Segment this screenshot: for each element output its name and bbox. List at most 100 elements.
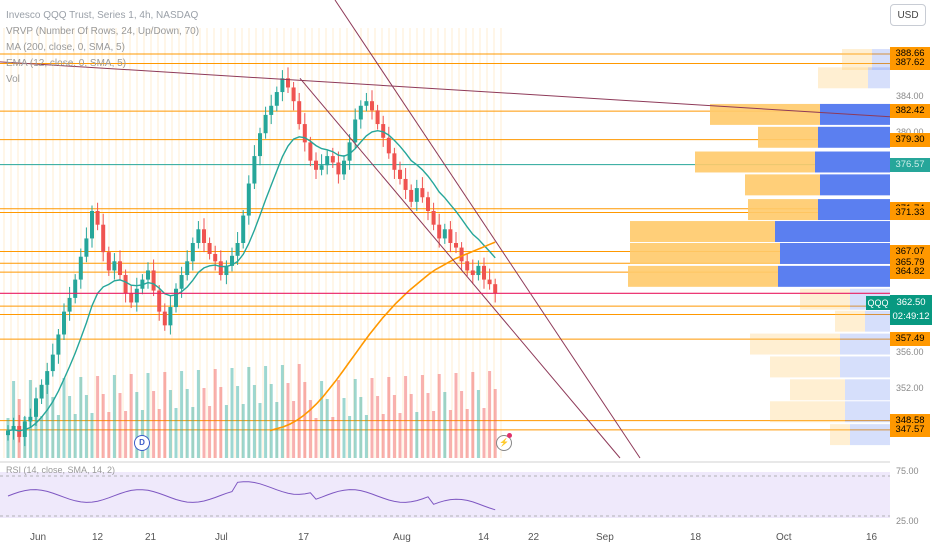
volume-profile-down: [800, 288, 850, 310]
volume-profile-down: [628, 265, 778, 287]
candle-body: [370, 101, 374, 111]
volume-profile-down: [818, 67, 868, 89]
volume-bar: [23, 417, 27, 458]
volume-bar: [280, 365, 284, 458]
volume-profile-down: [770, 401, 845, 423]
candle-body: [330, 156, 335, 163]
candle-body: [398, 169, 402, 179]
candle-body: [95, 210, 100, 225]
volume-profile-up: [845, 379, 890, 401]
candle-body: [50, 354, 55, 372]
candle-body: [308, 142, 313, 161]
legend-title[interactable]: Invesco QQQ Trust, Series 1, 4h, NASDAQ: [6, 10, 199, 21]
volume-profile-up: [865, 310, 890, 332]
price-axis-tick: 356.00: [896, 346, 924, 357]
candle-body: [364, 101, 369, 106]
candle-body: [230, 255, 234, 266]
volume-bar: [488, 371, 492, 458]
volume-bar: [264, 366, 268, 458]
time-axis-label: 14: [478, 532, 490, 543]
volume-bar: [213, 369, 217, 458]
volume-bar: [101, 394, 105, 458]
volume-profile-up: [868, 67, 890, 89]
volume-profile-down: [830, 424, 850, 446]
trendline-channel-upper: [334, 0, 641, 459]
volume-bar: [196, 370, 200, 458]
rsi-tick-75: 75.00: [896, 466, 919, 476]
candle-body: [426, 197, 430, 211]
volume-bar: [465, 409, 469, 458]
volume-profile-up: [820, 174, 890, 196]
volume-bar: [482, 408, 486, 458]
volume-bar: [51, 397, 55, 458]
volume-bar: [96, 376, 100, 458]
volume-profile-down: [630, 243, 780, 264]
legend-ma200[interactable]: MA (200, close, 0, SMA, 5): [6, 42, 125, 53]
volume-profile-down: [745, 174, 820, 196]
volume-bar: [135, 392, 139, 458]
volume-profile-up: [778, 265, 890, 287]
volume-bar: [202, 388, 206, 458]
bar-countdown: 02:49:12: [892, 311, 930, 322]
alert-bolt-icon[interactable]: ⚡: [496, 435, 512, 451]
dividend-marker-icon[interactable]: D: [134, 435, 150, 451]
volume-bar: [308, 400, 312, 458]
volume-bar: [303, 382, 307, 458]
candle-body: [246, 183, 251, 216]
rsi-band: [0, 472, 890, 518]
candle-body: [202, 229, 206, 243]
candle-body: [454, 243, 458, 248]
price-axis-tick: 384.00: [896, 90, 924, 101]
volume-bar: [129, 374, 133, 458]
currency-button[interactable]: USD: [890, 4, 926, 26]
candle-body: [235, 243, 240, 256]
volume-bar: [230, 368, 234, 458]
candle-body: [442, 229, 447, 239]
volume-bar: [409, 394, 413, 458]
rsi-tick-25: 25.00: [896, 516, 919, 526]
candle-body: [67, 297, 72, 312]
candle-body: [465, 261, 470, 271]
candle-body: [459, 247, 464, 262]
volume-bar: [437, 374, 441, 458]
legend-volume[interactable]: Vol: [6, 74, 20, 85]
candle-body: [196, 229, 201, 243]
volume-bar: [454, 373, 458, 458]
volume-bar: [12, 381, 16, 458]
volume-bar: [180, 371, 184, 458]
candle-body: [325, 156, 330, 166]
candle-body: [6, 430, 10, 436]
volume-bar: [62, 378, 66, 458]
volume-bar: [79, 377, 83, 458]
volume-profile-down: [770, 356, 840, 378]
candle-body: [134, 288, 139, 303]
candle-body: [263, 114, 268, 134]
volume-bar: [40, 416, 44, 458]
candle-body: [470, 270, 475, 276]
time-axis-label: Aug: [393, 532, 411, 543]
time-axis-label: Jul: [215, 532, 228, 543]
volume-bar: [174, 408, 178, 458]
volume-bar: [152, 391, 156, 458]
price-level-label: 387.62: [890, 56, 930, 71]
volume-bar: [84, 395, 88, 458]
volume-bar: [56, 415, 60, 458]
price-level-label: 367.07: [890, 244, 930, 259]
volume-bar: [297, 364, 301, 458]
legend-ema12[interactable]: EMA (12, close, 0, SMA, 5): [6, 58, 127, 69]
volume-profile-up: [775, 221, 890, 242]
candle-body: [213, 253, 218, 262]
volume-bar: [208, 406, 212, 458]
time-axis-label: 21: [145, 532, 157, 543]
rsi-legend[interactable]: RSI (14, close, SMA, 14, 2): [6, 465, 116, 475]
candle-body: [39, 384, 44, 399]
candle-body: [157, 290, 162, 312]
volume-bar: [28, 380, 32, 458]
candle-body: [420, 188, 425, 198]
candle-body: [174, 288, 178, 308]
candle-body: [252, 156, 257, 184]
legend-vrvp[interactable]: VRVP (Number Of Rows, 24, Up/Down, 70): [6, 26, 200, 37]
price-level-label: 364.82: [890, 265, 930, 280]
volume-bar: [6, 418, 10, 458]
